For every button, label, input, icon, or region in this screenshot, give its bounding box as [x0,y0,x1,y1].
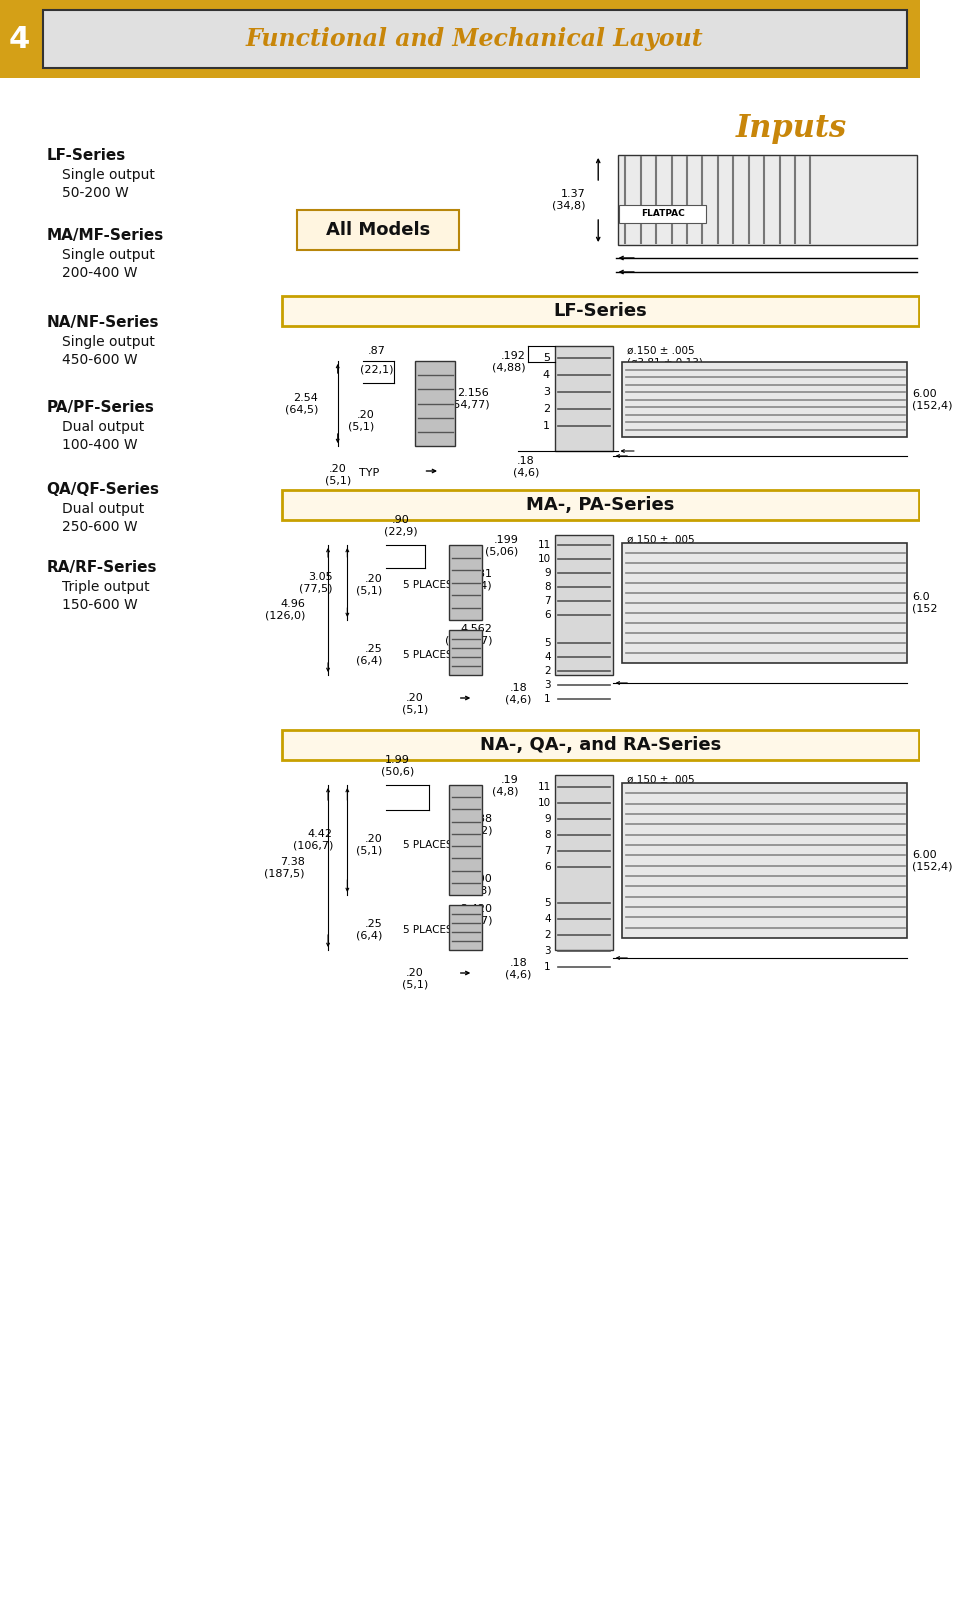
Bar [621,783,906,938]
Text: .20
(5,1): .20 (5,1) [401,693,428,715]
Bar [0,0,920,78]
Text: NA/NF-Series: NA/NF-Series [47,315,158,329]
Text: .25
(6,4): .25 (6,4) [355,920,382,941]
Text: 4: 4 [544,915,550,925]
Text: 4.562
(115,87): 4.562 (115,87) [444,624,492,646]
Text: All Models: All Models [326,221,430,238]
Text: 2: 2 [544,667,550,676]
Text: 7: 7 [544,847,550,856]
Text: 250-600 W: 250-600 W [62,521,137,534]
Text: 2.281
(57,94): 2.281 (57,94) [451,569,492,590]
Text: 11: 11 [537,782,550,792]
Bar [618,204,705,222]
Text: Triple output: Triple output [62,581,150,594]
Bar [44,10,906,68]
Text: 7: 7 [544,595,550,607]
Text: .87: .87 [367,345,385,355]
Text: .20
(5,1): .20 (5,1) [348,410,374,431]
Bar [621,543,906,663]
Text: Dual output: Dual output [62,501,144,516]
Text: 1: 1 [544,962,550,972]
Text: MA/MF-Series: MA/MF-Series [47,229,163,243]
Text: Single output: Single output [62,248,154,263]
Text: .20
(5,1): .20 (5,1) [324,464,351,485]
Bar [281,295,918,326]
Text: 10: 10 [537,555,550,564]
Text: 4.96
(126,0): 4.96 (126,0) [264,599,305,621]
Text: .19
(4,8): .19 (4,8) [491,775,517,796]
Text: ø.150 ± .005
(ø3,81 ± 0,13)
THRU 6 PLACES: ø.150 ± .005 (ø3,81 ± 0,13) THRU 6 PLACE… [626,775,708,808]
Text: 5 PLACES: 5 PLACES [403,581,453,590]
Text: LF-Series: LF-Series [553,302,646,320]
Text: 3.05
(77,5): 3.05 (77,5) [299,571,333,594]
Text: Single output: Single output [62,336,154,349]
Bar [415,362,455,446]
Text: LF-Series: LF-Series [47,148,126,162]
Text: 2: 2 [542,404,549,414]
Bar [448,905,482,950]
Text: 4.42
(106,7): 4.42 (106,7) [293,829,333,852]
Text: QA/QF-Series: QA/QF-Series [47,482,159,496]
Text: 6.00
(152,4): 6.00 (152,4) [911,389,951,410]
Text: TYP: TYP [358,469,378,478]
Text: .192
(4,88): .192 (4,88) [492,350,525,373]
Text: NA-, QA-, and RA-Series: NA-, QA-, and RA-Series [479,736,720,754]
Text: 4: 4 [544,652,550,662]
Text: 11: 11 [537,540,550,550]
Text: 8: 8 [544,830,550,840]
Text: 9: 9 [544,568,550,577]
Text: (22,1): (22,1) [359,365,393,375]
Text: 9: 9 [544,814,550,824]
Text: 5 PLACES: 5 PLACES [403,840,453,850]
Bar [281,490,918,521]
Text: 5: 5 [544,637,550,649]
Bar [281,730,918,761]
Text: 2: 2 [544,929,550,941]
Text: Single output: Single output [62,169,154,182]
Text: 2.54
(64,5): 2.54 (64,5) [285,393,318,414]
Text: 4: 4 [542,370,549,380]
Bar [617,156,916,245]
Text: 1: 1 [544,694,550,704]
Text: 2.420
(61,47): 2.420 (61,47) [451,903,492,926]
Text: 5 PLACES: 5 PLACES [403,650,453,660]
Text: 5: 5 [542,354,549,363]
Text: 7.00
(177,8): 7.00 (177,8) [451,874,492,895]
Text: .20
(5,1): .20 (5,1) [355,574,382,595]
Text: 50-200 W: 50-200 W [62,187,129,200]
Text: .18
(4,6): .18 (4,6) [504,959,531,980]
Text: 2.156
(54,77): 2.156 (54,77) [448,388,489,409]
Text: 1: 1 [542,422,549,431]
Bar [448,545,482,620]
Text: 450-600 W: 450-600 W [62,354,137,367]
Bar [448,629,482,675]
Text: .20
(5,1): .20 (5,1) [355,834,382,856]
Text: 5 PLACES: 5 PLACES [403,925,453,934]
Text: MA-, PA-Series: MA-, PA-Series [525,496,674,514]
Text: .199
(5,06): .199 (5,06) [484,535,517,556]
Bar [555,535,612,675]
Text: 8: 8 [544,582,550,592]
Text: 100-400 W: 100-400 W [62,438,137,453]
Text: 4: 4 [9,26,30,55]
Text: 5: 5 [544,899,550,908]
Text: 2.288
(58,12): 2.288 (58,12) [451,814,492,835]
Bar [297,209,458,250]
Text: 3: 3 [544,680,550,689]
Text: Dual output: Dual output [62,420,144,435]
Text: Functional and Mechanical Layout: Functional and Mechanical Layout [246,28,702,50]
Text: .25
(6,4): .25 (6,4) [355,644,382,665]
Text: .18
(4,6): .18 (4,6) [504,683,531,704]
Text: PA/PF-Series: PA/PF-Series [47,401,154,415]
Text: 150-600 W: 150-600 W [62,599,137,611]
Bar [448,785,482,895]
Text: 7.38
(187,5): 7.38 (187,5) [264,856,305,878]
Text: 10: 10 [537,798,550,808]
Text: FLATPAC: FLATPAC [640,209,684,219]
Text: 3: 3 [544,946,550,955]
Text: ø.150 ± .005
(ø3,81 ± 0,13)
THRU 5 PLAC: ø.150 ± .005 (ø3,81 ± 0,13) THRU 5 PLAC [626,535,702,568]
Text: 3: 3 [542,388,549,397]
Text: Inputs: Inputs [735,112,846,143]
Text: .18
(4,6): .18 (4,6) [512,456,538,477]
Text: 6.0
(152: 6.0 (152 [911,592,936,613]
